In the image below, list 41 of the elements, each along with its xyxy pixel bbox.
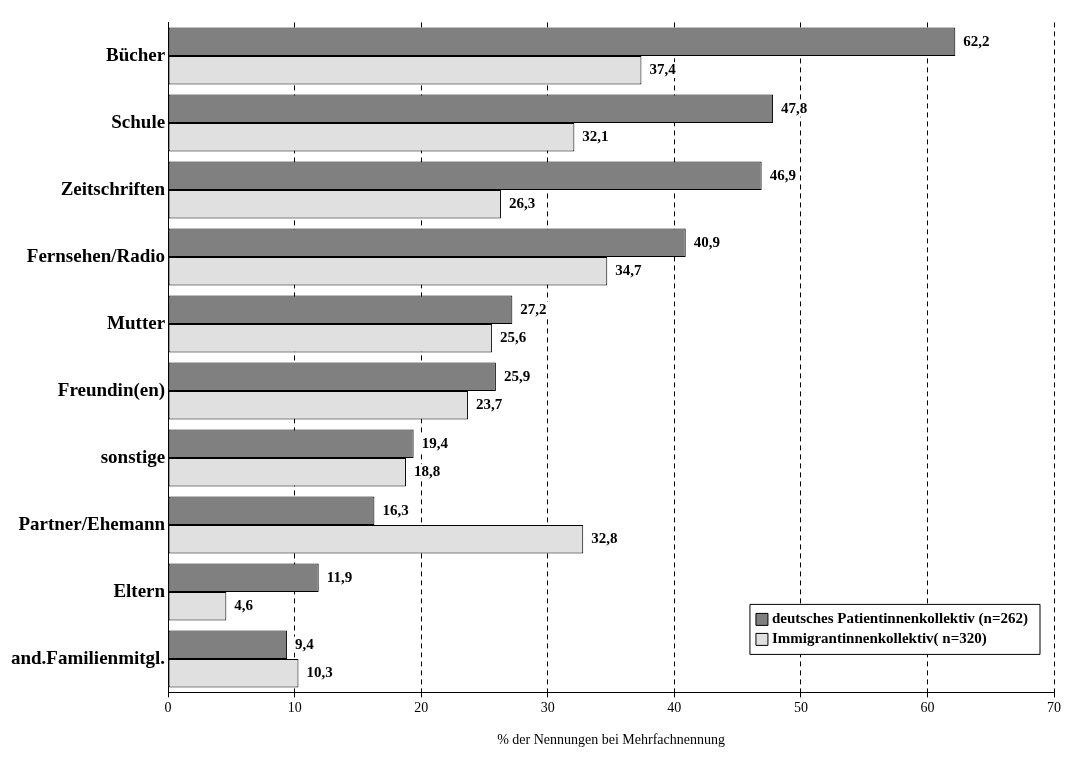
x-tick-label: 10: [287, 700, 302, 716]
data-label: 10,3: [306, 664, 333, 681]
y-tick-label: Fernsehen/Radio: [26, 244, 166, 266]
data-label: 47,8: [781, 99, 808, 116]
y-tick-label: Partner/Ehemann: [18, 512, 166, 534]
data-label: 18,8: [414, 463, 441, 480]
y-tick-label: Schule: [111, 110, 166, 132]
data-label: 32,8: [591, 530, 618, 547]
legend-label: Immigrantinnenkollektiv( n=320): [771, 630, 987, 648]
legend-label: deutsches Patientinnenkollektiv (n=262): [771, 610, 1028, 628]
y-tick-label: Freundin(en): [57, 378, 166, 401]
data-label: 27,2: [520, 300, 547, 317]
data-label: 34,7: [615, 262, 643, 279]
y-tick-label: Bücher: [106, 43, 166, 65]
y-tick-label: sonstige: [100, 445, 166, 467]
x-tick-label: 60: [920, 700, 935, 716]
y-tick-label: Eltern: [113, 579, 166, 601]
y-tick-label: and.Familienmitgl.: [10, 646, 166, 668]
data-label: 25,6: [500, 329, 527, 346]
x-tick-label: 0: [164, 700, 172, 716]
data-label: 11,9: [326, 568, 353, 585]
data-label: 16,3: [382, 501, 409, 518]
y-tick-label: Zeitschriften: [60, 177, 166, 199]
data-label: 46,9: [769, 166, 796, 183]
x-axis-title: % der Nennungen bei Mehrfachnennung: [497, 732, 725, 748]
data-label: 4,6: [234, 597, 254, 614]
x-tick-label: 30: [540, 700, 555, 716]
x-tick-label: 20: [414, 700, 429, 716]
data-label: 25,9: [503, 367, 531, 384]
data-label: 26,3: [508, 195, 536, 212]
x-tick-label: 50: [793, 700, 808, 716]
data-label: 37,4: [649, 61, 677, 78]
data-label: 9,4: [295, 635, 315, 652]
data-label: 23,7: [476, 396, 503, 413]
x-tick-label: 40: [667, 700, 682, 716]
data-label: 62,2: [963, 32, 990, 49]
data-label: 32,1: [582, 128, 609, 145]
x-tick-label: 70: [1047, 700, 1061, 716]
data-label: 19,4: [421, 434, 449, 451]
data-label: 40,9: [693, 233, 720, 250]
y-tick-label: Mutter: [107, 311, 166, 333]
